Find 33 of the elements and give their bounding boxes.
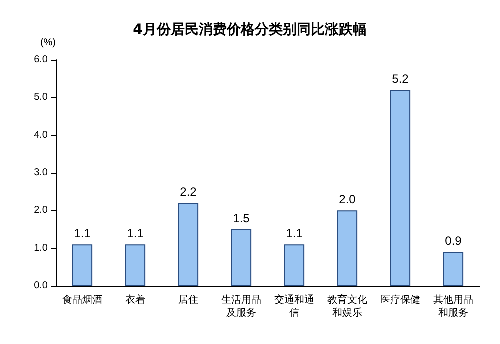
x-tick-label: 交通和通信	[274, 294, 314, 319]
x-tick-label: 食品烟酒	[62, 294, 102, 306]
bar	[178, 203, 199, 286]
x-tick-label: 居住	[178, 295, 198, 306]
bar	[72, 244, 93, 286]
x-tick-label: 生活用品及服务	[222, 294, 262, 319]
y-tick-label: 6.0	[34, 54, 48, 66]
y-tick-label: 4.0	[34, 130, 48, 141]
bar	[231, 230, 252, 286]
y-tick-label: 5.0	[34, 92, 48, 104]
data-label: 5.2	[392, 72, 410, 86]
x-tick-label: 其他用品和服务	[434, 294, 474, 319]
y-tick-label: 0.0	[34, 280, 48, 292]
bar	[284, 244, 305, 286]
bar	[125, 244, 146, 286]
chart-title: 4月份居民消费价格分类别同比涨跌幅	[133, 22, 367, 38]
data-label: 0.9	[445, 234, 462, 248]
x-tick-label: 医疗保健	[380, 294, 420, 306]
x-tick-label: 教育文化和娱乐	[328, 294, 368, 319]
bar	[337, 210, 358, 286]
data-label: 1.1	[74, 226, 92, 241]
bar	[390, 90, 411, 286]
y-tick-label: 2.0	[34, 205, 48, 216]
y-tick-label: 1.0	[34, 242, 48, 254]
data-label: 2.0	[339, 192, 356, 207]
data-label: 1.1	[286, 226, 304, 241]
y-tick-label: 3.0	[34, 168, 48, 178]
x-tick-label: 衣着	[126, 294, 146, 306]
data-label: 1.1	[127, 226, 144, 241]
bar	[443, 252, 464, 286]
data-label: 2.2	[180, 185, 198, 200]
y-axis-title: (%)	[40, 38, 56, 48]
data-label: 1.5	[233, 212, 250, 226]
